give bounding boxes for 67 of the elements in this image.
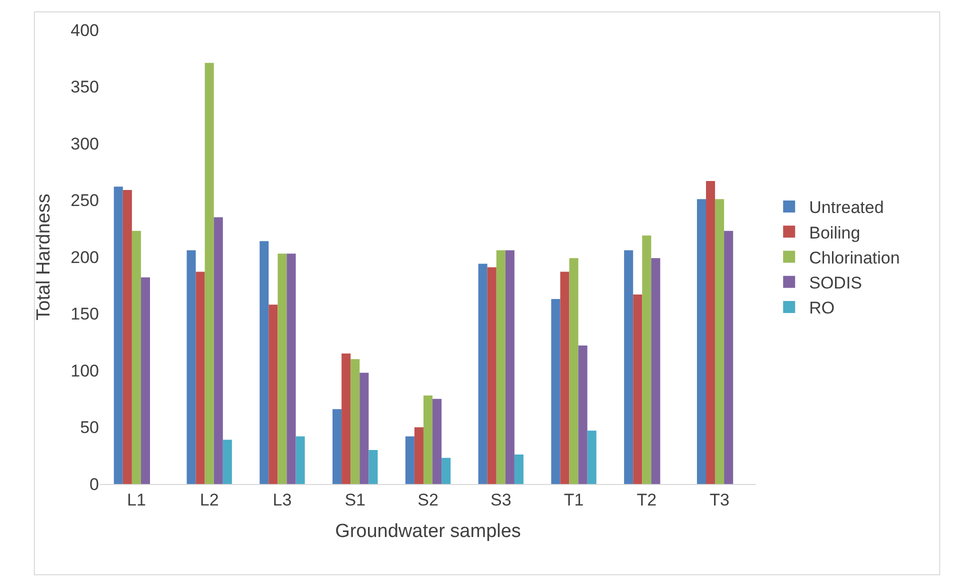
x-tick-label: S1 <box>344 490 366 510</box>
bar <box>132 230 141 484</box>
y-axis-title: Total Hardness <box>33 194 54 320</box>
bar <box>578 346 588 484</box>
y-tick-label: 400 <box>70 20 99 40</box>
bar <box>696 199 706 484</box>
bar <box>140 277 150 484</box>
bar <box>432 398 442 484</box>
y-tick-label: 0 <box>90 474 99 494</box>
bar <box>186 250 196 484</box>
legend-label: SODIS <box>809 273 862 292</box>
bar <box>214 217 223 484</box>
bar <box>122 190 132 484</box>
bar <box>715 199 724 484</box>
x-tick-label: S2 <box>418 490 438 510</box>
bar <box>505 250 514 484</box>
bar <box>478 264 488 484</box>
bar <box>414 427 424 484</box>
x-tick-label: L2 <box>200 490 219 510</box>
y-tick-label: 250 <box>70 191 99 210</box>
y-tick-label: 150 <box>70 304 99 324</box>
bar <box>624 250 634 484</box>
bar <box>706 180 716 484</box>
y-tick-label: 100 <box>70 361 99 380</box>
bar <box>278 254 287 484</box>
bar <box>569 258 578 484</box>
bar <box>724 230 734 484</box>
x-tick-label: L1 <box>126 490 146 510</box>
legend-label: Untreated <box>809 198 884 218</box>
legend-label: RO <box>809 298 835 318</box>
legend-label: Boiling <box>809 223 860 242</box>
bar <box>296 436 305 484</box>
y-tick-label: 300 <box>70 134 99 154</box>
bar <box>560 272 570 484</box>
bar <box>368 450 378 484</box>
bar <box>222 440 232 484</box>
bar <box>260 241 269 484</box>
bar <box>286 254 296 484</box>
y-tick-label: 200 <box>70 248 99 267</box>
bar <box>551 299 560 484</box>
y-tick-label: 350 <box>70 78 99 97</box>
bar <box>405 436 414 484</box>
x-tick-label: T3 <box>710 490 730 510</box>
bar <box>642 235 652 484</box>
bar <box>651 258 660 484</box>
x-tick-label: T1 <box>564 490 584 510</box>
bar <box>268 304 278 484</box>
bar <box>360 372 369 484</box>
bar <box>114 186 123 484</box>
x-tick-label: L3 <box>272 490 292 510</box>
x-tick-label: T2 <box>636 490 657 510</box>
bar <box>350 359 360 484</box>
bar <box>332 409 342 484</box>
bar <box>196 272 205 484</box>
bar <box>633 294 642 484</box>
x-tick-label: S3 <box>490 490 512 510</box>
bar <box>442 458 451 484</box>
bar <box>204 62 214 484</box>
bar <box>342 353 351 484</box>
bar <box>487 267 496 484</box>
x-axis-title: Groundwater samples <box>335 521 521 542</box>
bar <box>514 454 524 484</box>
legend-label: Chlorination <box>809 248 900 268</box>
y-tick-label: 50 <box>80 418 99 438</box>
bar <box>587 430 596 484</box>
bar <box>423 395 433 484</box>
bar <box>496 250 506 484</box>
